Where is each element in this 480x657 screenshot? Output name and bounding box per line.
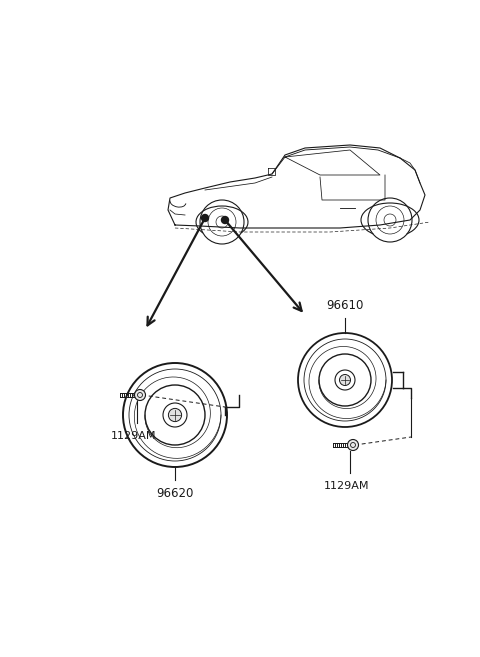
- Text: 96610: 96610: [326, 299, 364, 312]
- Text: 1129AM: 1129AM: [111, 431, 157, 441]
- Text: 96620: 96620: [156, 487, 194, 500]
- Circle shape: [348, 440, 359, 451]
- Circle shape: [221, 217, 228, 223]
- Circle shape: [134, 390, 145, 401]
- Circle shape: [202, 214, 208, 221]
- Circle shape: [168, 409, 181, 422]
- Text: 1129AM: 1129AM: [324, 481, 370, 491]
- Circle shape: [339, 374, 350, 386]
